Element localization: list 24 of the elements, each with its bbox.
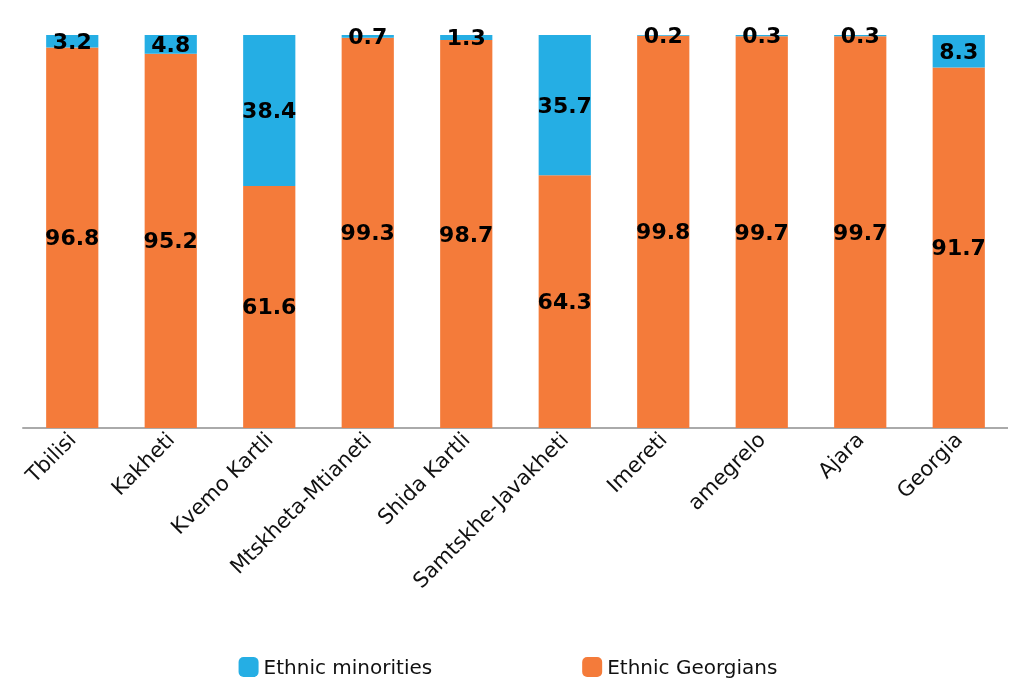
data-label: 1.3 <box>446 25 486 51</box>
legend-label: Ethnic Georgians <box>607 655 778 679</box>
data-label: 99.7 <box>734 219 789 245</box>
data-label: 98.7 <box>439 221 494 247</box>
data-label: 35.7 <box>537 92 592 118</box>
data-label: 99.7 <box>833 219 888 245</box>
bar <box>538 175 591 428</box>
data-label: 4.8 <box>151 31 191 57</box>
data-label: 3.2 <box>52 28 92 54</box>
bar <box>46 47 99 428</box>
legend-label: Ethnic minorities <box>263 655 433 679</box>
bar <box>932 67 985 428</box>
data-label: 0.7 <box>348 23 388 49</box>
bar <box>538 35 591 176</box>
data-label: 8.3 <box>939 38 979 64</box>
data-label: 64.3 <box>537 289 592 315</box>
data-label: 95.2 <box>143 228 198 254</box>
bar <box>243 185 296 428</box>
data-label: 96.8 <box>45 225 100 251</box>
data-label: 91.7 <box>931 235 986 261</box>
data-label: 99.8 <box>636 219 691 245</box>
data-label: 99.3 <box>340 220 395 246</box>
data-label: 61.6 <box>242 294 297 320</box>
bar <box>144 53 197 428</box>
